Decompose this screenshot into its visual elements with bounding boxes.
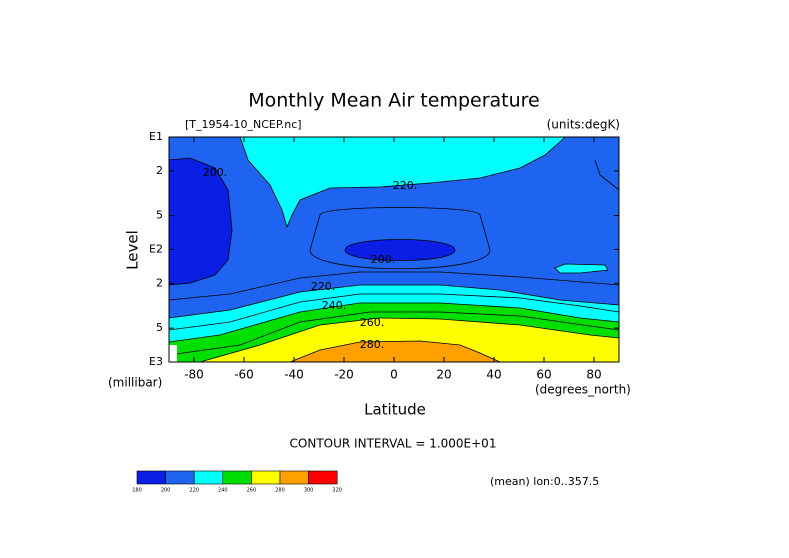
filled-region bbox=[554, 263, 609, 274]
x-tick-label: 0 bbox=[390, 368, 398, 382]
filled-region bbox=[239, 136, 566, 229]
y-unit-label: (millibar) bbox=[108, 376, 162, 390]
y-tick-label: 2 bbox=[156, 164, 163, 177]
contour-label: 220. bbox=[311, 280, 336, 293]
y-tick-label: E2 bbox=[149, 243, 163, 256]
filled-region bbox=[168, 157, 233, 286]
filled-region bbox=[289, 340, 501, 363]
contour-label: 220. bbox=[393, 179, 418, 192]
colorbar-label: 180 bbox=[132, 488, 142, 494]
contour-line bbox=[594, 159, 620, 191]
contour-line bbox=[168, 311, 620, 356]
contour-interval: CONTOUR INTERVAL = 1.000E+01 bbox=[290, 437, 497, 451]
missing-data bbox=[169, 345, 177, 362]
x-tick-label: -20 bbox=[334, 368, 354, 382]
colorbar-box bbox=[136, 470, 166, 485]
colorbar-label: 240 bbox=[218, 488, 228, 494]
colorbar-box bbox=[165, 470, 195, 485]
colorbar-label: 220 bbox=[189, 488, 199, 494]
contour-label: 240. bbox=[322, 299, 347, 312]
contour-field: 200. 220. 200. 220. 240. 260. 280. bbox=[168, 136, 620, 363]
x-axis-label: Latitude bbox=[364, 401, 426, 419]
y-tick-label: 5 bbox=[156, 209, 163, 222]
colorbar-box bbox=[251, 470, 281, 485]
colorbar-label: 320 bbox=[332, 488, 342, 494]
x-tick-label: -80 bbox=[184, 368, 204, 382]
colorbar-box bbox=[222, 470, 252, 485]
x-tick-label: 40 bbox=[486, 368, 501, 382]
contour-line bbox=[168, 293, 620, 331]
x-tick-label: -60 bbox=[234, 368, 254, 382]
colorbar-box bbox=[308, 470, 338, 485]
contour-line bbox=[309, 207, 491, 270]
x-unit-label: (degrees_north) bbox=[535, 383, 631, 397]
contour-label: 280. bbox=[360, 338, 385, 351]
y-tick-label: E3 bbox=[149, 355, 163, 368]
x-tick-label: -40 bbox=[284, 368, 304, 382]
y-axis-label: Level bbox=[124, 230, 142, 270]
y-tick-label: E1 bbox=[149, 130, 163, 143]
chart-title: Monthly Mean Air temperature bbox=[248, 90, 539, 112]
footnote: (mean) lon:0..357.5 bbox=[490, 475, 599, 488]
units-label: (units:degK) bbox=[547, 118, 620, 132]
file-label: [T_1954-10_NCEP.nc] bbox=[185, 118, 302, 131]
contour-line bbox=[168, 271, 620, 301]
colorbar-box bbox=[279, 470, 309, 485]
contour-label: 200. bbox=[371, 253, 396, 266]
y-tick-label: 2 bbox=[156, 276, 163, 289]
contour-label: 260. bbox=[360, 316, 385, 329]
colorbar-label: 280 bbox=[275, 488, 285, 494]
x-tick-label: 80 bbox=[586, 368, 601, 382]
colorbar-box bbox=[193, 470, 224, 485]
colorbar-label: 200 bbox=[161, 488, 171, 494]
filled-region bbox=[344, 239, 456, 261]
contour-label: 200. bbox=[203, 166, 228, 179]
colorbar-label: 260 bbox=[247, 488, 257, 494]
x-tick-label: 20 bbox=[436, 368, 451, 382]
colorbar-label: 300 bbox=[304, 488, 314, 494]
x-tick-label: 60 bbox=[536, 368, 551, 382]
y-tick-label: 5 bbox=[156, 321, 163, 334]
